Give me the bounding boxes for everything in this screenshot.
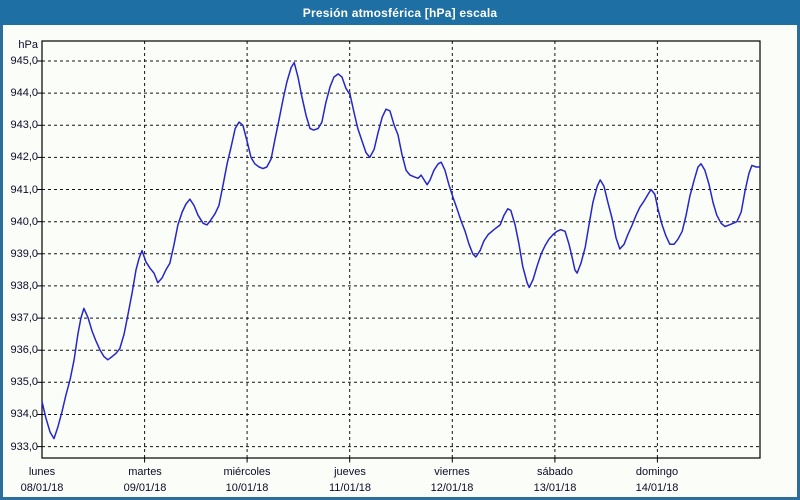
x-day-name-label: domingo: [635, 466, 679, 478]
x-day-date-label: 11/01/18: [328, 482, 371, 494]
y-axis-unit-label: hPa: [18, 39, 38, 51]
y-tick-label: 940,0: [10, 216, 38, 228]
x-day-name-label: martes: [128, 466, 162, 478]
x-day-name-label: viernes: [434, 466, 470, 478]
y-tick-label: 945,0: [10, 55, 38, 67]
window-title: Presión atmosférica [hPa] escala: [302, 5, 498, 20]
plot-frame: [41, 40, 761, 459]
x-day-name-label: sábado: [536, 466, 574, 478]
y-tick-label: 938,0: [10, 280, 38, 292]
y-tick-label: 939,0: [10, 248, 38, 260]
y-tick-label: 941,0: [10, 184, 38, 196]
x-day-date-label: 13/01/18: [533, 482, 577, 494]
x-day-name-label: miércoles: [223, 466, 271, 478]
x-day-date-label: 12/01/18: [430, 482, 474, 494]
x-day-date-label: 09/01/18: [123, 482, 167, 494]
y-tick-label: 935,0: [10, 376, 38, 388]
x-day-date-label: 10/01/18: [225, 482, 269, 494]
title-bar: Presión atmosférica [hPa] escala: [0, 0, 800, 25]
x-day-date-label: 14/01/18: [635, 482, 679, 494]
x-day-name-label: jueves: [334, 466, 366, 478]
y-tick-label: 942,0: [10, 151, 38, 163]
x-day-name-label: lunes: [28, 466, 56, 478]
y-tick-label: 937,0: [10, 312, 38, 324]
pressure-series-line: [41, 61, 760, 440]
y-tick-label: 933,0: [10, 441, 38, 453]
x-day-date-label: 08/01/18: [20, 482, 64, 494]
y-tick-label: 934,0: [10, 408, 38, 420]
y-tick-label: 943,0: [10, 119, 38, 131]
y-tick-label: 936,0: [10, 344, 38, 356]
y-tick-label: 944,0: [10, 87, 38, 99]
